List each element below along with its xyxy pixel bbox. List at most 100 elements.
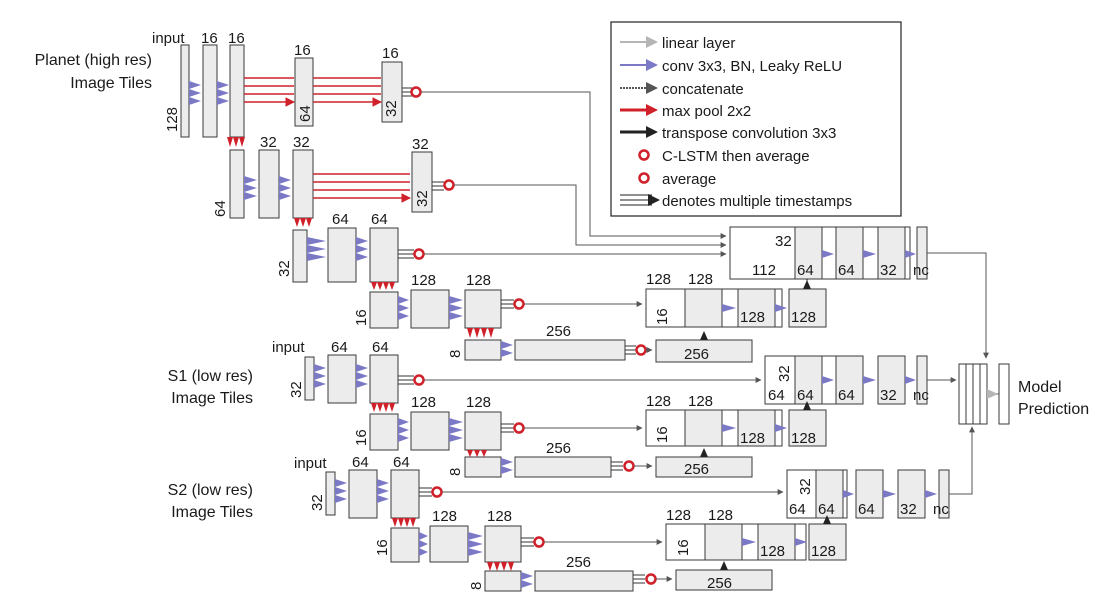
svg-text:8: 8	[447, 468, 464, 476]
svg-text:16: 16	[374, 539, 391, 556]
svg-text:64: 64	[331, 339, 348, 356]
legend-concat-label: concatenate	[662, 81, 744, 98]
fusion-block	[958, 363, 1010, 425]
svg-text:128: 128	[740, 309, 765, 326]
legend-maxpool-label: max pool 2x2	[662, 103, 751, 120]
legend-clstm-label: C-LSTM then average	[662, 148, 810, 165]
s1-input-label: input	[272, 339, 305, 356]
svg-text:128: 128	[688, 393, 713, 410]
legend-multi-label: denotes multiple timestamps	[662, 193, 852, 210]
svg-text:S1 (low res): S1 (low res)	[168, 368, 253, 385]
svg-text:32: 32	[797, 478, 814, 495]
svg-text:128: 128	[760, 543, 785, 560]
legend-average-label: average	[662, 171, 716, 188]
svg-text:16: 16	[654, 426, 671, 443]
svg-text:16: 16	[353, 309, 370, 326]
svg-text:256: 256	[546, 323, 571, 340]
svg-text:32: 32	[412, 136, 429, 153]
svg-text:128: 128	[811, 543, 836, 560]
svg-text:nc: nc	[913, 387, 929, 404]
svg-text:Image Tiles: Image Tiles	[171, 504, 253, 521]
svg-text:64: 64	[797, 387, 814, 404]
svg-text:128: 128	[646, 271, 671, 288]
svg-text:Prediction: Prediction	[1018, 401, 1089, 418]
planet-encoder: input 16 16 128 16 64 16 32 32 32 64 32 …	[152, 30, 647, 361]
legend: linear layer conv 3x3, BN, Leaky ReLU co…	[610, 21, 902, 217]
svg-text:256: 256	[707, 575, 732, 592]
svg-text:16: 16	[228, 30, 245, 47]
svg-text:112: 112	[752, 262, 776, 279]
svg-text:32: 32	[293, 134, 310, 151]
svg-text:256: 256	[566, 554, 591, 571]
svg-text:128: 128	[740, 430, 765, 447]
planet-decoder: 32 112 64 64 32 nc 128 128 16 128 128 25…	[645, 226, 929, 363]
s2-title: S2 (low res) Image Tiles	[168, 482, 253, 521]
svg-text:64: 64	[212, 200, 229, 217]
svg-text:128: 128	[432, 508, 457, 525]
planet-l4-input	[369, 291, 399, 329]
planet-l2-conv2	[292, 149, 314, 219]
svg-text:64: 64	[838, 262, 855, 279]
svg-text:128: 128	[646, 393, 671, 410]
planet-l3-conv1	[327, 227, 357, 283]
svg-text:64: 64	[393, 454, 410, 471]
svg-text:32: 32	[900, 501, 917, 518]
s1-encoder: input 64 64 32 128 128 16 256 8	[272, 339, 635, 478]
planet-l4-conv2	[464, 289, 502, 329]
svg-text:32: 32	[880, 387, 897, 404]
svg-text:128: 128	[411, 394, 436, 411]
planet-l2-input	[229, 149, 245, 219]
svg-text:32: 32	[276, 260, 293, 277]
svg-text:128: 128	[466, 272, 491, 289]
svg-text:128: 128	[791, 309, 816, 326]
svg-text:256: 256	[684, 461, 709, 478]
svg-text:16: 16	[654, 308, 671, 325]
s2-input-block	[325, 471, 336, 516]
connections	[421, 91, 989, 582]
svg-text:Model: Model	[1018, 379, 1062, 396]
svg-text:64: 64	[818, 501, 835, 518]
svg-text:16: 16	[382, 45, 399, 62]
svg-text:32: 32	[775, 233, 792, 250]
svg-text:16: 16	[201, 30, 218, 47]
svg-text:64: 64	[768, 387, 785, 404]
legend-transpose-label: transpose convolution 3x3	[662, 125, 836, 142]
planet-l4-conv1	[410, 289, 450, 329]
svg-text:32: 32	[776, 365, 793, 382]
svg-text:Image Tiles: Image Tiles	[70, 75, 152, 92]
s2-input-label: input	[294, 455, 327, 472]
svg-text:nc: nc	[933, 501, 949, 518]
svg-text:32: 32	[880, 262, 897, 279]
svg-text:256: 256	[684, 346, 709, 363]
planet-input-label: input	[152, 30, 185, 47]
svg-text:128: 128	[708, 507, 733, 524]
svg-text:64: 64	[838, 387, 855, 404]
planet-l3-input	[292, 229, 308, 283]
s1-decoder: 32 64 64 64 32 nc 128 128 16 128 128 256	[645, 355, 929, 478]
s2-decoder: 32 64 64 64 32 nc 128 128 16 128 128 256	[665, 469, 950, 592]
svg-text:32: 32	[309, 494, 326, 511]
svg-text:64: 64	[797, 262, 814, 279]
s1-l1-conv2	[369, 354, 399, 404]
planet-l5-bottleneck	[514, 339, 626, 361]
legend-conv-label: conv 3x3, BN, Leaky ReLU	[662, 58, 842, 75]
svg-text:32: 32	[288, 381, 305, 398]
s2-encoder: input 64 64 32 128 128 16 256 8	[294, 454, 657, 592]
svg-text:64: 64	[858, 501, 875, 518]
svg-text:256: 256	[546, 440, 571, 457]
svg-text:16: 16	[353, 429, 370, 446]
legend-linear-label: linear layer	[662, 35, 735, 52]
svg-text:Image Tiles: Image Tiles	[171, 390, 253, 407]
planet-title: Planet (high res) Image Tiles	[35, 52, 152, 92]
planet-input-block	[180, 44, 190, 138]
svg-text:128: 128	[487, 508, 512, 525]
svg-text:64: 64	[372, 339, 389, 356]
svg-text:16: 16	[675, 539, 692, 556]
svg-text:64: 64	[789, 501, 806, 518]
output-title: Model Prediction	[1018, 379, 1089, 418]
s1-title: S1 (low res) Image Tiles	[168, 368, 253, 407]
svg-text:64: 64	[332, 211, 349, 228]
svg-text:128: 128	[688, 271, 713, 288]
svg-text:16: 16	[294, 42, 311, 59]
